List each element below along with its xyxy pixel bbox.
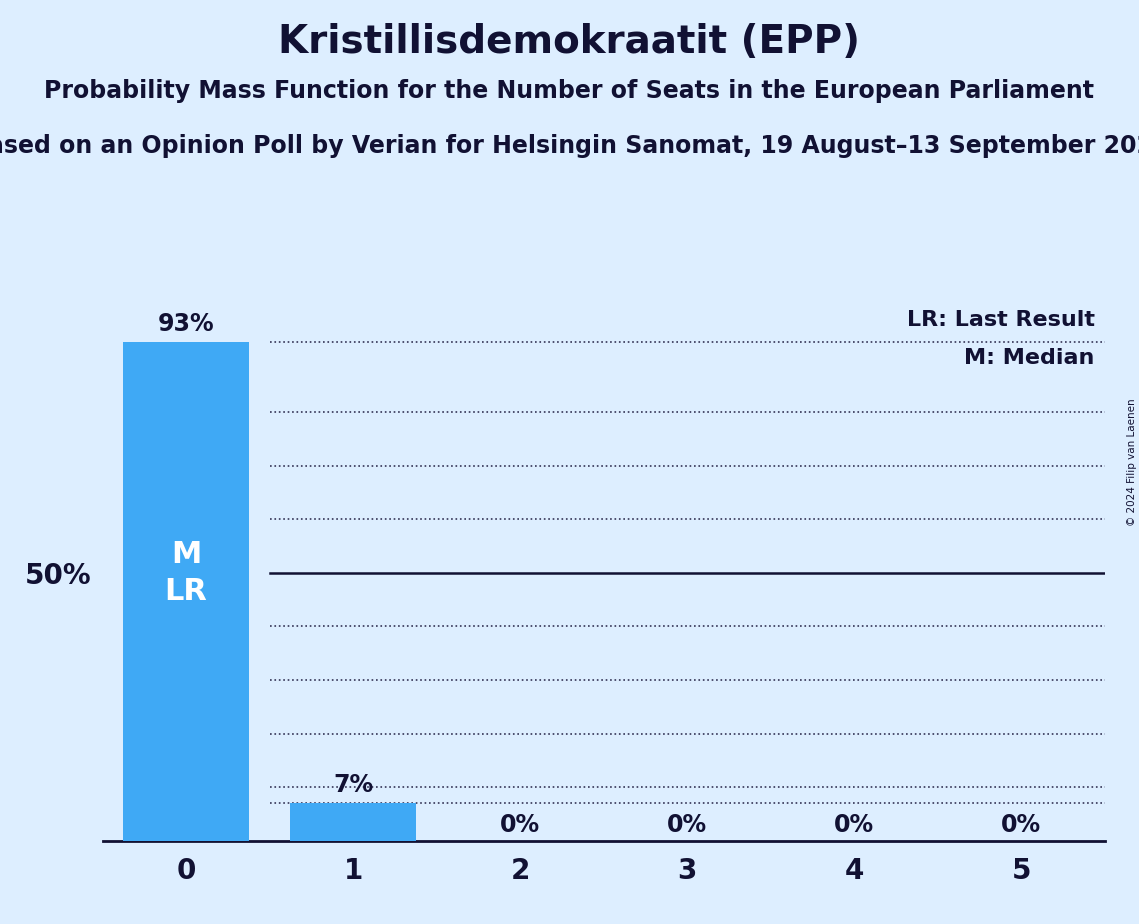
Text: 0%: 0%	[667, 812, 707, 836]
Text: Based on an Opinion Poll by Verian for Helsingin Sanomat, 19 August–13 September: Based on an Opinion Poll by Verian for H…	[0, 134, 1139, 158]
Text: 0%: 0%	[1001, 812, 1041, 836]
Bar	[123, 343, 248, 841]
Bar	[290, 803, 416, 841]
Text: Kristillisdemokraatit (EPP): Kristillisdemokraatit (EPP)	[279, 23, 860, 61]
Text: 0%: 0%	[834, 812, 875, 836]
Text: 7%: 7%	[333, 772, 374, 796]
Text: © 2024 Filip van Laenen: © 2024 Filip van Laenen	[1126, 398, 1137, 526]
Text: M: M	[171, 540, 202, 568]
Text: 93%: 93%	[157, 312, 214, 336]
Text: M: Median: M: Median	[965, 347, 1095, 368]
Text: 0%: 0%	[500, 812, 540, 836]
Text: LR: LR	[165, 578, 207, 606]
Text: LR: Last Result: LR: Last Result	[907, 310, 1095, 330]
Text: Probability Mass Function for the Number of Seats in the European Parliament: Probability Mass Function for the Number…	[44, 79, 1095, 103]
